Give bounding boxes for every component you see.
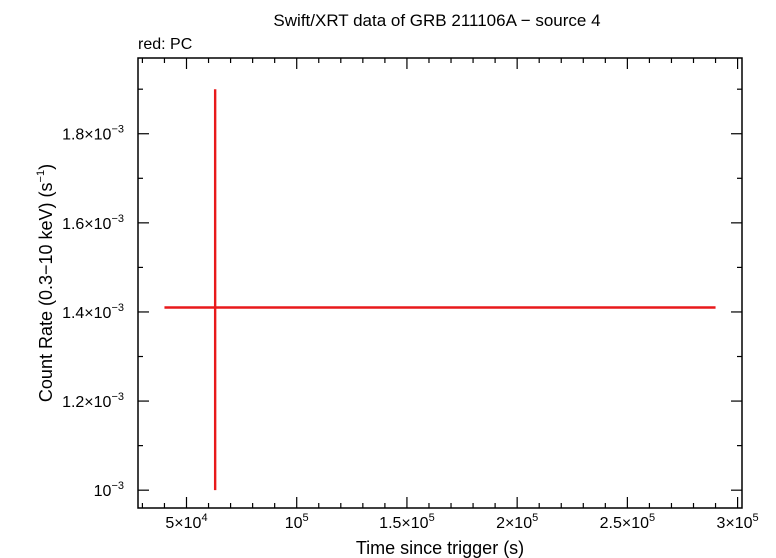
x-tick-label: 5×104 [165,512,207,532]
x-tick-label: 2×105 [496,512,538,532]
x-axis-ticks [141,58,739,508]
y-tick-label: 1.8×10−3 [62,124,124,144]
x-tick-label: 105 [285,512,309,532]
chart-title: Swift/XRT data of GRB 211106A − source 4 [273,11,600,30]
plot-frame [137,57,743,509]
y-axis-label-main: Count Rate (0.3−10 keV) (s [36,182,56,402]
y-axis-label: Count Rate (0.3−10 keV) (s−1) [35,164,56,402]
y-tick-label: 1.4×10−3 [62,302,124,322]
y-axis-label-close: ) [36,164,56,170]
y-axis-ticks [138,88,742,491]
x-axis-label: Time since trigger (s) [356,538,524,558]
data-points [164,89,716,491]
y-axis-label-exponent: −1 [35,170,47,183]
y-tick-label: 1.6×10−3 [62,213,124,233]
x-axis-tick-labels: 5×104 105 1.5×105 2×105 2.5×105 3×105 [165,512,758,532]
y-axis-tick-labels: 10−3 1.2×10−3 1.4×10−3 1.6×10−3 1.8×10−3 [62,124,124,500]
data-point [164,89,716,491]
x-tick-label: 1.5×105 [379,512,435,532]
x-tick-label: 3×105 [717,512,759,532]
y-tick-label: 10−3 [94,480,124,500]
x-tick-label: 2.5×105 [600,512,656,532]
chart-subtitle: red: PC [138,36,192,53]
y-tick-label: 1.2×10−3 [62,391,124,411]
